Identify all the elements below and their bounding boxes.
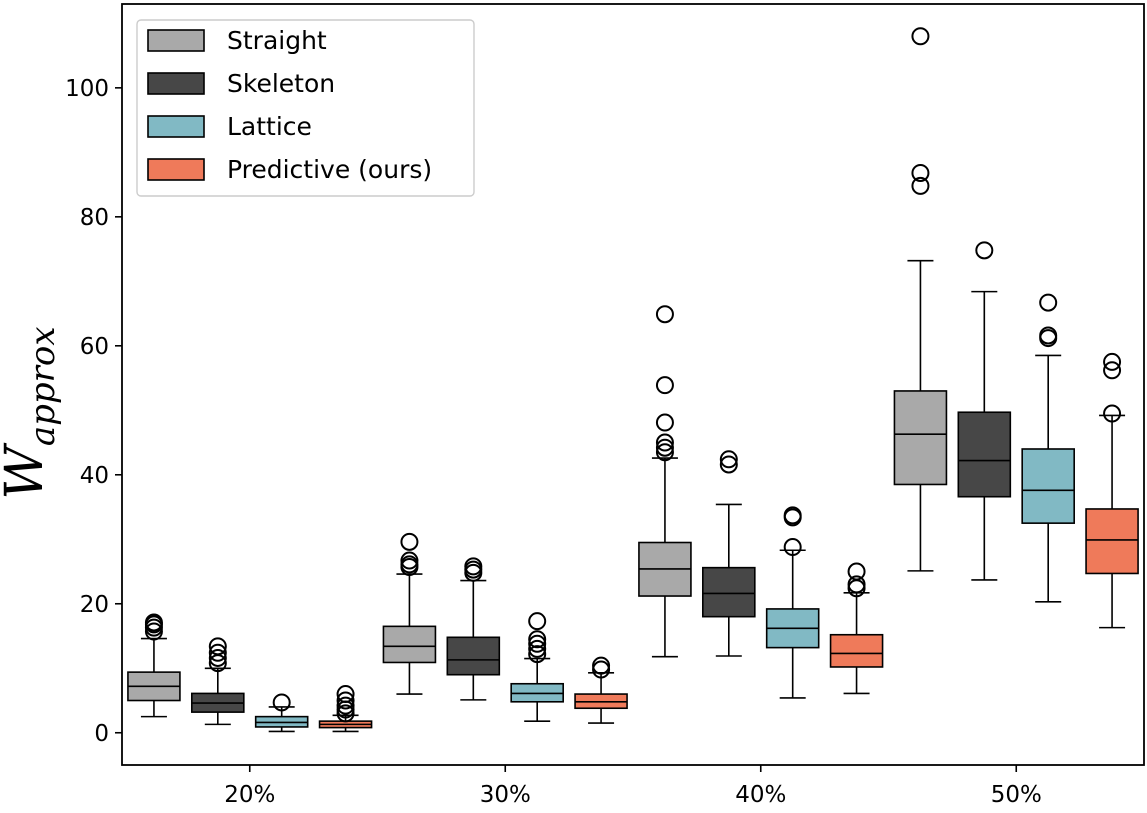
box-iqr: [702, 566, 756, 618]
box-plot-item: [254, 693, 309, 733]
outlier-point: [975, 241, 994, 260]
series-predictive-ours: [318, 352, 1139, 733]
axes-frame: [121, 3, 1145, 766]
outlier-point: [528, 612, 547, 631]
box-iqr: [1021, 448, 1075, 524]
box-plot-item: [510, 612, 564, 722]
box-iqr: [893, 390, 948, 486]
y-axis-label: Wapprox: [0, 326, 63, 499]
y-tick-label: 60: [80, 334, 109, 360]
box-plot-item: [638, 305, 692, 658]
box-iqr: [446, 636, 501, 676]
outlier-point: [783, 538, 802, 557]
box-plot-item: [318, 685, 373, 733]
outlier-point: [655, 413, 674, 432]
legend-swatch: [147, 115, 205, 138]
legend-label: Predictive (ours): [227, 155, 432, 184]
outlier-point: [655, 433, 674, 452]
y-axis-label-text: Wapprox: [0, 326, 63, 499]
outlier-point: [144, 613, 163, 632]
y-tick-label: 0: [94, 721, 109, 747]
outlier-point: [400, 551, 419, 570]
outlier-point: [464, 557, 483, 576]
box-plot-item: [191, 637, 245, 726]
y-tick-label: 20: [80, 592, 109, 618]
outlier-point: [400, 532, 419, 551]
y-tick-label: 40: [80, 463, 109, 489]
outlier-point: [208, 648, 227, 667]
outlier-point: [655, 305, 674, 324]
legend-item: Straight: [147, 26, 327, 55]
outlier-point: [336, 696, 355, 715]
outlier-point: [208, 637, 227, 656]
box-iqr: [1085, 508, 1139, 575]
box-plot-item: [765, 506, 820, 699]
x-tick-label: 40%: [735, 782, 786, 808]
legend-item: Lattice: [147, 112, 312, 141]
outlier-point: [1103, 404, 1122, 423]
legend-label: Skeleton: [227, 69, 335, 98]
series-lattice: [254, 293, 1075, 733]
outlier-point: [1039, 293, 1058, 312]
outlier-point: [592, 656, 611, 675]
box-plot-item: [446, 557, 501, 701]
x-tick-label: 30%: [480, 782, 531, 808]
outlier-point: [655, 438, 674, 457]
outlier-point: [655, 376, 674, 395]
outlier-point: [1103, 352, 1122, 371]
outlier-point: [719, 450, 738, 469]
plot-area: 0 20 40 60 80 100 20% 30% 40% 50%: [65, 3, 1145, 808]
outlier-point: [272, 693, 291, 712]
y-axis-label-main: W: [0, 443, 55, 500]
outlier-point: [1039, 326, 1058, 345]
y-tick-label: 80: [80, 205, 109, 231]
box-iqr: [957, 411, 1012, 498]
legend-frame: [136, 19, 475, 197]
outlier-point: [528, 630, 547, 649]
box-plot-item: [957, 241, 1012, 581]
box-plot-item: [893, 27, 948, 572]
series-straight: [127, 27, 948, 718]
outlier-point: [208, 643, 227, 662]
box-plot-item: [829, 562, 884, 695]
y-tick-label: 100: [65, 76, 109, 102]
outlier-point: [528, 639, 547, 658]
outlier-point: [847, 562, 866, 581]
outlier-point: [911, 176, 930, 195]
box-iqr: [382, 625, 437, 664]
outlier-point: [528, 645, 547, 664]
box-plot-item: [574, 656, 628, 724]
legend-swatch: [147, 158, 205, 181]
legend: Straight Skeleton Lattice Predictive (ours): [136, 19, 475, 197]
outlier-point: [719, 455, 738, 474]
legend-swatch: [147, 29, 205, 52]
outlier-point: [655, 443, 674, 462]
legend-item: Skeleton: [147, 69, 335, 98]
box-plot-item: [702, 450, 756, 657]
x-tick-label: 20%: [224, 782, 275, 808]
outlier-point: [336, 685, 355, 704]
box-plot-item: [382, 532, 437, 695]
legend-label: Straight: [227, 26, 327, 55]
outlier-point: [911, 163, 930, 182]
x-tick-label: 50%: [991, 782, 1042, 808]
series-skeleton: [191, 241, 1012, 726]
outlier-point: [528, 634, 547, 653]
outlier-point: [336, 691, 355, 710]
outlier-point: [1103, 361, 1122, 380]
outlier-point: [847, 575, 866, 594]
box-plot-item: [1021, 293, 1075, 603]
box-plot-item: [127, 613, 181, 718]
box-plot-item: [1085, 352, 1139, 629]
legend-item: Predictive (ours): [147, 155, 432, 184]
box-iqr: [829, 633, 884, 668]
outlier-point: [783, 506, 802, 525]
outlier-point: [911, 27, 930, 46]
y-axis-label-subscript: approx: [23, 326, 63, 446]
legend-swatch: [147, 72, 205, 95]
legend-label: Lattice: [227, 112, 312, 141]
